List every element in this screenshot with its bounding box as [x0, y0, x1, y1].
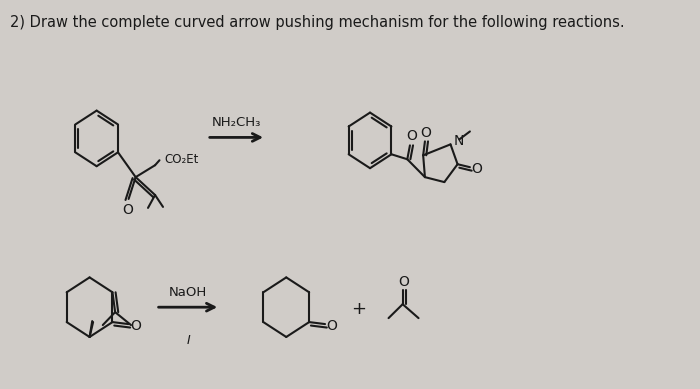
Text: NaOH: NaOH [169, 286, 207, 299]
Text: O: O [327, 319, 337, 333]
Text: NH₂CH₃: NH₂CH₃ [212, 116, 262, 129]
Text: CO₂Et: CO₂Et [164, 153, 199, 166]
Text: O: O [421, 126, 431, 140]
Text: O: O [472, 162, 482, 176]
Text: O: O [406, 130, 416, 144]
Text: O: O [130, 319, 141, 333]
Text: I: I [186, 335, 190, 347]
Text: 2) Draw the complete curved arrow pushing mechanism for the following reactions.: 2) Draw the complete curved arrow pushin… [10, 15, 625, 30]
Text: +: + [351, 300, 366, 318]
Text: N: N [454, 134, 464, 148]
Text: O: O [398, 275, 409, 289]
Text: O: O [122, 203, 133, 217]
